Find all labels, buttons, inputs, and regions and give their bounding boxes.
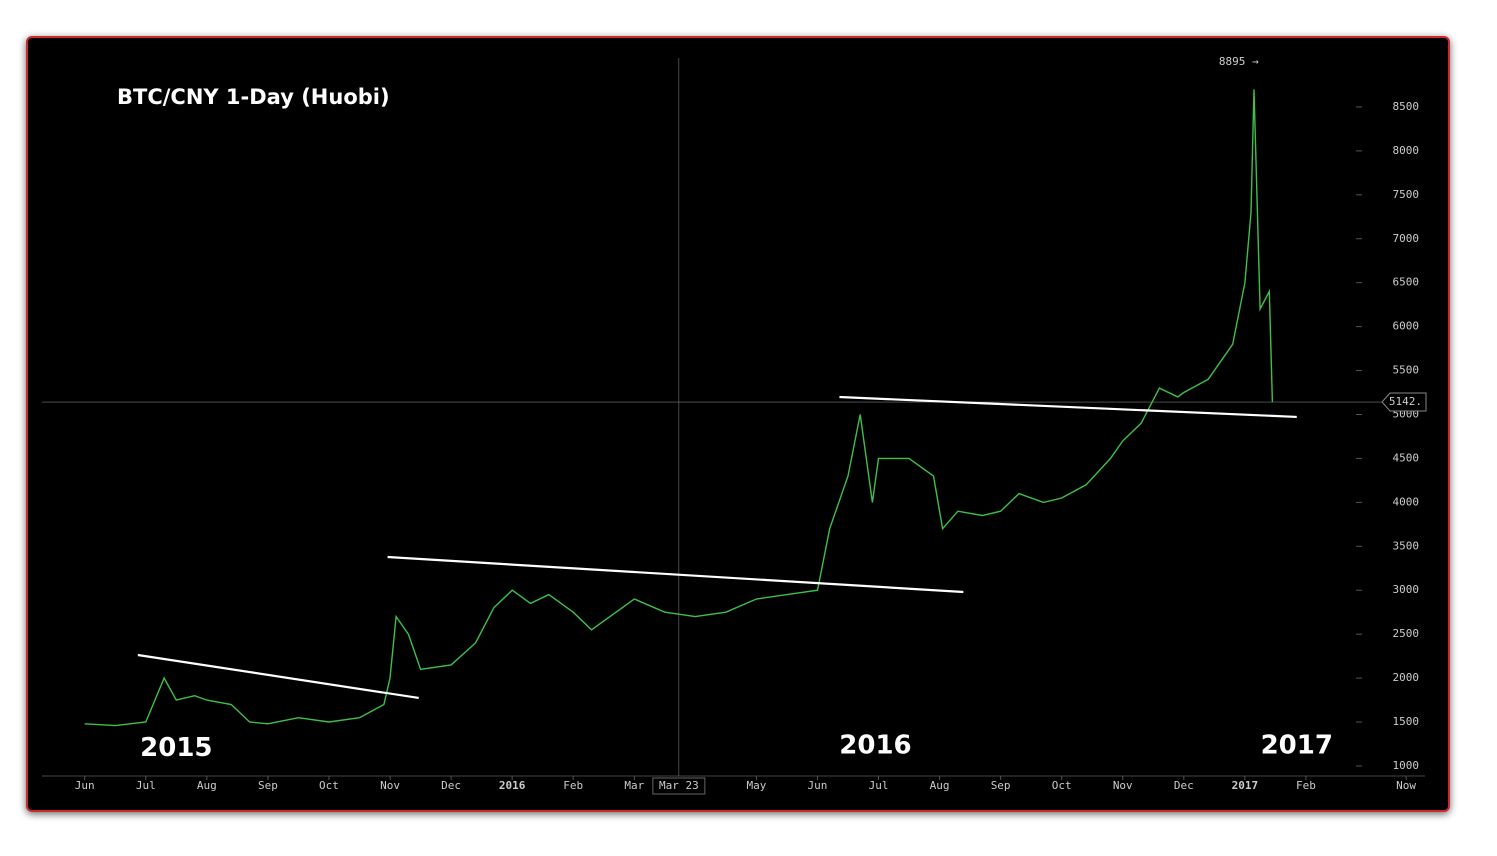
crosshair-x-box bbox=[652, 777, 706, 795]
x-tick-label: Feb bbox=[1296, 779, 1316, 792]
y-tick-label: 1500 bbox=[1393, 715, 1420, 728]
trend-line bbox=[137, 653, 419, 700]
x-tick-label: Nov bbox=[1113, 779, 1133, 792]
x-tick-label: Dec bbox=[1174, 779, 1194, 792]
year-label: 2015 bbox=[140, 733, 212, 763]
x-tick-label: 2016 bbox=[499, 779, 526, 792]
x-tick-label: Nov bbox=[380, 779, 400, 792]
x-tick-label: Sep bbox=[258, 779, 278, 792]
x-tick-label: Aug bbox=[197, 779, 217, 792]
crosshair-y-label: 5142. bbox=[1389, 395, 1422, 408]
x-tick-label: Feb bbox=[563, 779, 583, 792]
x-tick-label: Jun bbox=[808, 779, 828, 792]
y-tick-label: 6500 bbox=[1393, 276, 1420, 289]
y-tick-label: 8500 bbox=[1393, 100, 1420, 113]
y-tick-label: 7500 bbox=[1393, 188, 1420, 201]
x-tick-label: Aug bbox=[930, 779, 950, 792]
x-tick-label: Mar bbox=[624, 779, 644, 792]
annotation: 8895 → bbox=[1219, 55, 1259, 68]
y-tick-label: 2500 bbox=[1393, 627, 1420, 640]
chart-title: BTC/CNY 1-Day (Huobi) bbox=[117, 85, 390, 109]
x-tick-label: Sep bbox=[991, 779, 1011, 792]
y-tick-label: 1000 bbox=[1393, 759, 1420, 772]
x-tick-label: Jul bbox=[869, 779, 889, 792]
x-tick-label: Dec bbox=[441, 779, 461, 792]
price-line bbox=[84, 89, 1274, 727]
y-tick-label: 8000 bbox=[1393, 144, 1420, 157]
crosshair-x-label: Mar 23 bbox=[659, 779, 699, 792]
x-tick-label: Jun bbox=[75, 779, 95, 792]
x-tick-label: Oct bbox=[1052, 779, 1072, 792]
y-tick-label: 4000 bbox=[1393, 495, 1420, 508]
trend-line bbox=[839, 395, 1297, 419]
x-tick-label: Oct bbox=[319, 779, 339, 792]
y-tick-label: 3500 bbox=[1393, 539, 1420, 552]
y-tick-label: 3000 bbox=[1393, 583, 1420, 596]
crosshair-y-box bbox=[1381, 392, 1427, 412]
y-tick-label: 7000 bbox=[1393, 232, 1420, 245]
y-tick-label: 5500 bbox=[1393, 364, 1420, 377]
year-label: 2017 bbox=[1261, 731, 1333, 761]
y-tick-label: 6000 bbox=[1393, 320, 1420, 333]
year-label: 2016 bbox=[839, 731, 911, 761]
x-tick-label: May bbox=[746, 779, 766, 792]
x-tick-label: Jul bbox=[136, 779, 156, 792]
x-tick-label: Now bbox=[1396, 779, 1416, 792]
y-tick-label: 2000 bbox=[1393, 671, 1420, 684]
y-tick-label: 4500 bbox=[1393, 451, 1420, 464]
x-tick-label: 2017 bbox=[1232, 779, 1259, 792]
chart-frame bbox=[26, 36, 1450, 812]
trend-line bbox=[387, 555, 964, 594]
